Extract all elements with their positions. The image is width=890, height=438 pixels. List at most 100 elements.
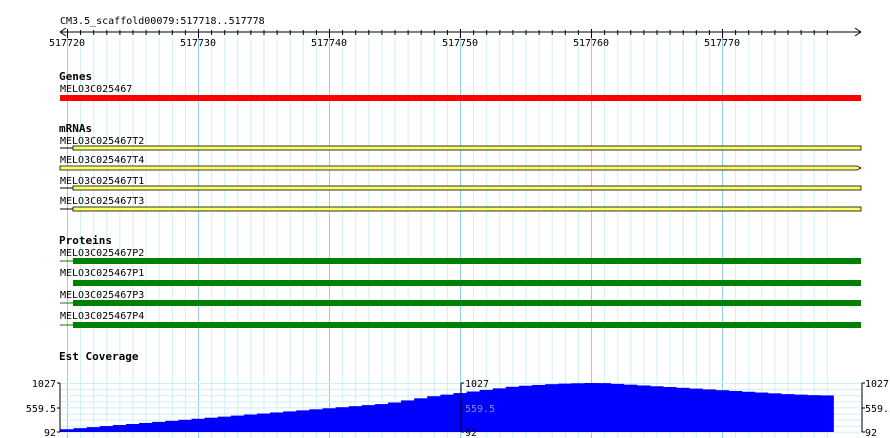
vertical-grid-lines <box>67 38 828 438</box>
est-coverage-bar[interactable] <box>270 412 284 432</box>
est-coverage-bar[interactable] <box>715 390 730 432</box>
ruler-tick-label: 517750 <box>442 38 478 49</box>
est-coverage-bar[interactable] <box>479 389 494 432</box>
est-coverage-bar[interactable] <box>492 388 507 432</box>
mrna-bar-t1[interactable] <box>72 185 862 191</box>
est-coverage-bar[interactable] <box>335 407 350 432</box>
protein-bar-p1[interactable] <box>73 280 861 286</box>
est-coverage-bar[interactable] <box>649 386 664 432</box>
est-coverage-bar[interactable] <box>191 418 206 432</box>
mrnas-track-title: mRNAs <box>59 122 92 135</box>
mrna-label-t1: MELO3C025467T1 <box>60 176 144 187</box>
est-coverage-bar[interactable] <box>309 409 323 432</box>
mrna-label-t3: MELO3C025467T3 <box>60 196 144 207</box>
est-coverage-bar[interactable] <box>125 423 140 432</box>
est-coverage-bar[interactable] <box>243 414 258 432</box>
est-coverage-bar[interactable] <box>571 383 585 432</box>
est-coverage-bar[interactable] <box>689 388 703 432</box>
est-coverage-bar[interactable] <box>741 391 756 432</box>
mrna-label-t4: MELO3C025467T4 <box>60 155 144 166</box>
est-coverage-bar[interactable] <box>767 393 782 432</box>
est-mid-scale: 1027 559.5 92 <box>460 379 495 438</box>
est-mid-scale-min: 92 <box>465 428 477 438</box>
est-coverage-bar[interactable] <box>99 426 114 432</box>
mrna-bar-t2[interactable] <box>72 145 862 151</box>
est-coverage-bar[interactable] <box>518 385 533 432</box>
est-coverage-bar[interactable] <box>663 387 677 432</box>
est-coverage-bar[interactable] <box>322 408 337 432</box>
est-coverage-bar[interactable] <box>610 383 625 432</box>
est-coverage-bar[interactable] <box>152 421 166 432</box>
est-coverage-bar[interactable] <box>558 383 572 432</box>
est-coverage-bar[interactable] <box>676 387 690 432</box>
genes-track[interactable]: Genes MELO3C025467 <box>59 70 861 101</box>
est-coverage-bar[interactable] <box>401 400 415 432</box>
est-coverage-bar[interactable] <box>702 389 716 432</box>
est-coverage-bar[interactable] <box>414 398 428 432</box>
coordinate-ruler: CM3.5_scaffold00079:517718..517778 51772… <box>49 16 862 49</box>
est-coverage-bar[interactable] <box>217 416 232 432</box>
est-coverage-bar[interactable] <box>728 390 743 432</box>
est-coverage-bar[interactable] <box>453 393 468 432</box>
est-coverage-bar[interactable] <box>296 410 310 432</box>
est-mid-scale-max: 1027 <box>465 379 489 390</box>
est-coverage-bar[interactable] <box>440 394 454 432</box>
est-coverage-bar[interactable] <box>60 429 75 432</box>
ruler-tick-labels: 517720 517730 517740 517750 517760 517770 <box>49 38 740 49</box>
est-coverage-bar[interactable] <box>73 428 88 432</box>
est-coverage-bar[interactable] <box>754 392 769 432</box>
protein-bar-p4[interactable] <box>73 322 861 328</box>
est-coverage-bar[interactable] <box>230 415 245 432</box>
est-coverage-bar[interactable] <box>780 394 795 432</box>
protein-bar-p2[interactable] <box>73 258 861 264</box>
est-coverage-bar[interactable] <box>466 391 481 432</box>
est-coverage-bar[interactable] <box>794 394 808 432</box>
est-coverage-bar[interactable] <box>361 405 376 432</box>
ruler-left-arrow <box>59 27 67 37</box>
est-coverage-bar[interactable] <box>86 427 101 432</box>
est-coverage-area[interactable] <box>60 383 834 432</box>
est-coverage-bar[interactable] <box>545 384 559 432</box>
est-right-scale-max: 1027 <box>865 379 889 390</box>
proteins-track[interactable]: Proteins MELO3C025467P2 MELO3C025467P1 M… <box>59 234 861 328</box>
est-coverage-track[interactable]: Est Coverage 1027 559.5 92 1027 559.5 92 <box>26 350 890 438</box>
est-coverage-bar[interactable] <box>374 404 389 432</box>
est-coverage-bar[interactable] <box>204 417 219 432</box>
est-track-title: Est Coverage <box>59 350 139 363</box>
gene-label: MELO3C025467 <box>60 84 132 95</box>
mrna-bar-t4[interactable] <box>59 165 862 171</box>
est-coverage-bar[interactable] <box>820 395 834 432</box>
est-coverage-bar[interactable] <box>427 396 441 432</box>
est-coverage-bar[interactable] <box>387 402 402 432</box>
est-coverage-bar[interactable] <box>636 385 651 432</box>
est-coverage-bar[interactable] <box>584 383 599 432</box>
est-coverage-bar[interactable] <box>623 384 638 432</box>
est-right-scale-mid: 559.5 <box>865 404 890 415</box>
est-coverage-bar[interactable] <box>283 411 297 432</box>
ruler-tick-label: 517760 <box>573 38 609 49</box>
mrna-bar-t3[interactable] <box>72 206 862 212</box>
est-coverage-bar[interactable] <box>165 420 179 432</box>
est-coverage-bar[interactable] <box>139 422 153 432</box>
ruler-tick-label: 517770 <box>704 38 740 49</box>
est-coverage-bar[interactable] <box>532 384 546 432</box>
est-right-scale-min: 92 <box>865 428 877 438</box>
est-coverage-bar[interactable] <box>505 386 520 432</box>
est-coverage-bar[interactable] <box>597 383 612 432</box>
ruler-title: CM3.5_scaffold00079:517718..517778 <box>60 16 265 27</box>
est-coverage-bar[interactable] <box>256 413 271 432</box>
mrnas-track[interactable]: mRNAs MELO3C025467T2 MELO3C025467T4 MELO… <box>59 122 862 212</box>
est-mid-scale-mid: 559.5 <box>465 404 495 415</box>
est-coverage-bar[interactable] <box>807 395 821 432</box>
genes-track-title: Genes <box>59 70 92 83</box>
ruler-ticks <box>67 29 828 38</box>
est-coverage-bar[interactable] <box>178 419 192 432</box>
est-coverage-bar[interactable] <box>348 406 363 432</box>
mrna-label-t2: MELO3C025467T2 <box>60 136 144 147</box>
est-coverage-bar[interactable] <box>112 425 127 432</box>
protein-bar-p3[interactable] <box>73 300 861 306</box>
protein-label-p1: MELO3C025467P1 <box>60 268 144 279</box>
gene-bar[interactable] <box>60 95 861 101</box>
est-left-scale-mid: 559.5 <box>26 404 56 415</box>
